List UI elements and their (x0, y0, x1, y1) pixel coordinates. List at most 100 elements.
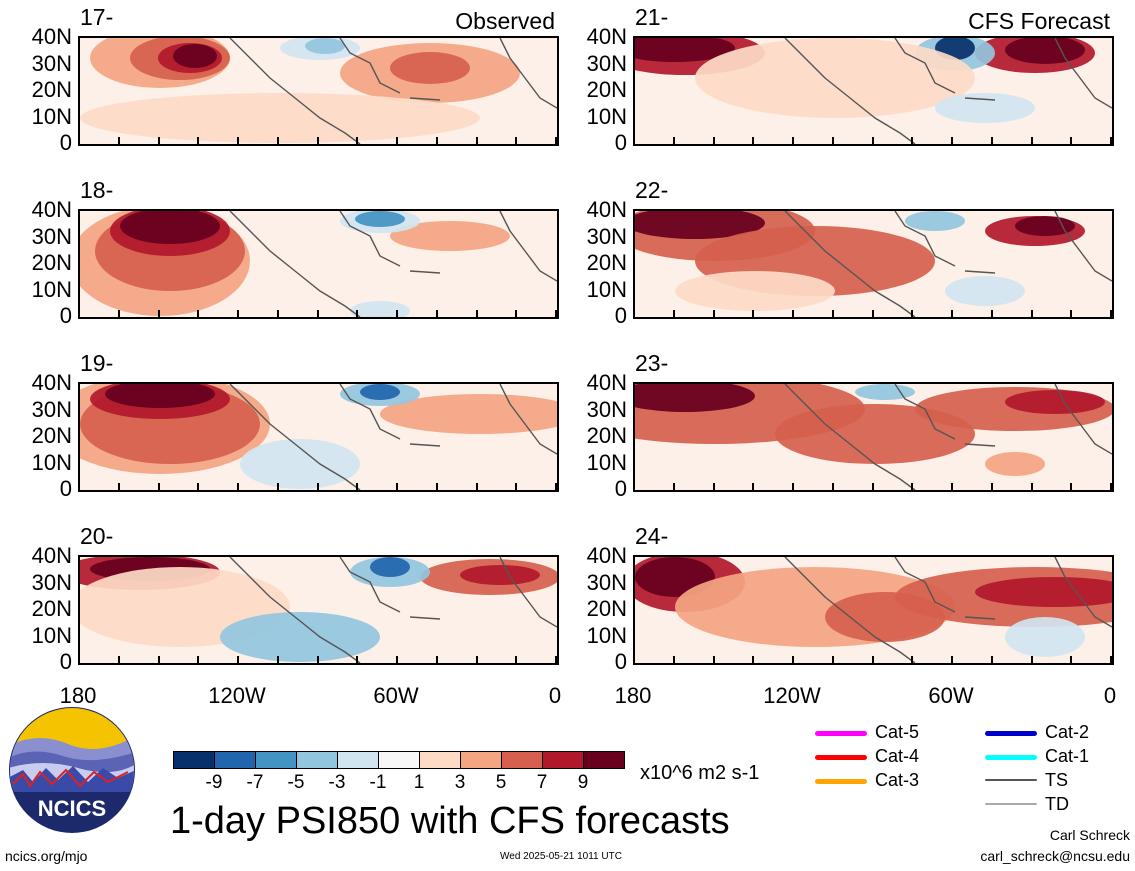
y-tick-label: 40N (586, 543, 627, 568)
y-tick-label: 20N (586, 77, 627, 102)
x-tick-mark (1031, 137, 1033, 144)
x-tick-mark (197, 310, 199, 317)
x-tick-mark (633, 137, 635, 144)
x-tick-mark (991, 483, 993, 490)
y-tick-label: 30N (31, 50, 72, 76)
x-tick-mark (673, 137, 675, 144)
x-tick-mark (436, 483, 438, 490)
colorbar-swatch (378, 751, 420, 769)
colorbar-label: 3 (454, 772, 466, 793)
y-tick-label: 30N (586, 223, 627, 249)
colorbar-units: x10^6 m2 s-1 (640, 762, 760, 784)
x-tick-mark (476, 656, 478, 663)
x-tick-mark (1031, 483, 1033, 490)
footer-timestamp: Wed 2025-05-21 1011 UTC (500, 851, 622, 862)
x-tick-mark (317, 310, 319, 317)
y-tick-label: 20N (31, 250, 72, 275)
x-tick-mark (872, 310, 874, 317)
colorbar-swatch (255, 751, 297, 769)
x-tick-mark (396, 310, 398, 317)
x-tick-mark (1031, 656, 1033, 663)
x-tick-mark (158, 310, 160, 317)
psi850-map (633, 555, 1114, 665)
x-tick-mark (515, 483, 517, 490)
x-tick-label: 120W (763, 683, 821, 708)
x-tick-mark (911, 483, 913, 490)
x-tick-mark (792, 137, 794, 144)
y-tick-label: 40N (31, 197, 72, 222)
x-tick-mark (673, 483, 675, 490)
x-tick-mark (1110, 137, 1112, 144)
x-tick-mark (78, 656, 80, 663)
legend-label: Cat-2 (1045, 722, 1090, 742)
x-tick-mark (515, 656, 517, 663)
psi850-map (78, 209, 559, 319)
x-tick-mark (991, 310, 993, 317)
legend-label: TS (1045, 770, 1069, 790)
footer-email[interactable]: carl_schreck@ncsu.edu (980, 848, 1130, 864)
x-tick-mark (436, 137, 438, 144)
x-tick-label: 120W (208, 683, 266, 708)
x-tick-mark (356, 137, 358, 144)
x-tick-mark (78, 137, 80, 144)
x-tick-mark (317, 483, 319, 490)
x-tick-mark (951, 137, 953, 144)
x-tick-mark (1070, 137, 1072, 144)
legend-label: Cat-1 (1045, 746, 1090, 766)
legend-line (985, 755, 1037, 760)
x-tick-mark (396, 137, 398, 144)
y-tick-label: 30N (586, 50, 627, 76)
x-tick-mark (396, 656, 398, 663)
x-tick-mark (277, 310, 279, 317)
y-tick-label: 0 (59, 303, 72, 328)
y-tick-label: 0 (59, 476, 72, 501)
x-tick-mark (317, 656, 319, 663)
x-tick-mark (476, 310, 478, 317)
x-tick-mark (792, 656, 794, 663)
colorbar-swatch (337, 751, 379, 769)
colorbar-label: -3 (328, 772, 346, 793)
x-tick-mark (713, 656, 715, 663)
colorbar-label: -7 (246, 772, 264, 793)
y-tick-label: 10N (586, 103, 627, 129)
x-tick-mark (317, 137, 319, 144)
x-tick-mark (476, 483, 478, 490)
x-tick-mark (832, 656, 834, 663)
ncics-logo: NCICS (8, 706, 136, 834)
legend-label: TD (1045, 794, 1069, 814)
legend-label: Cat-5 (875, 722, 920, 742)
legend-line (985, 779, 1037, 781)
colorbar-swatch (419, 751, 461, 769)
footer-author: Carl Schreck (1049, 827, 1130, 843)
x-tick-mark (872, 137, 874, 144)
x-tick-mark (1031, 310, 1033, 317)
y-tick-label: 0 (59, 649, 72, 674)
psi850-map (78, 382, 559, 492)
x-tick-mark (555, 656, 557, 663)
colorbar-label: -1 (369, 772, 387, 793)
x-tick-mark (951, 656, 953, 663)
x-tick-mark (911, 137, 913, 144)
x-tick-label: 180 (614, 683, 652, 708)
x-tick-mark (555, 310, 557, 317)
logo-text: NCICS (38, 796, 106, 821)
x-tick-mark (237, 310, 239, 317)
x-tick-mark (1070, 656, 1072, 663)
x-tick-mark (872, 483, 874, 490)
x-tick-mark (1070, 483, 1072, 490)
x-tick-mark (158, 137, 160, 144)
forecast-label: CFS Forecast (968, 8, 1110, 34)
footer-url[interactable]: ncics.org/mjo (5, 848, 88, 864)
x-tick-mark (78, 483, 80, 490)
x-tick-mark (832, 137, 834, 144)
x-tick-mark (555, 137, 557, 144)
x-tick-mark (237, 137, 239, 144)
x-tick-mark (356, 310, 358, 317)
x-tick-mark (951, 310, 953, 317)
x-tick-mark (118, 656, 120, 663)
x-tick-mark (277, 137, 279, 144)
x-tick-mark (515, 310, 517, 317)
y-tick-label: 40N (31, 543, 72, 568)
colorbar-label: 5 (495, 772, 507, 793)
x-tick-mark (872, 656, 874, 663)
